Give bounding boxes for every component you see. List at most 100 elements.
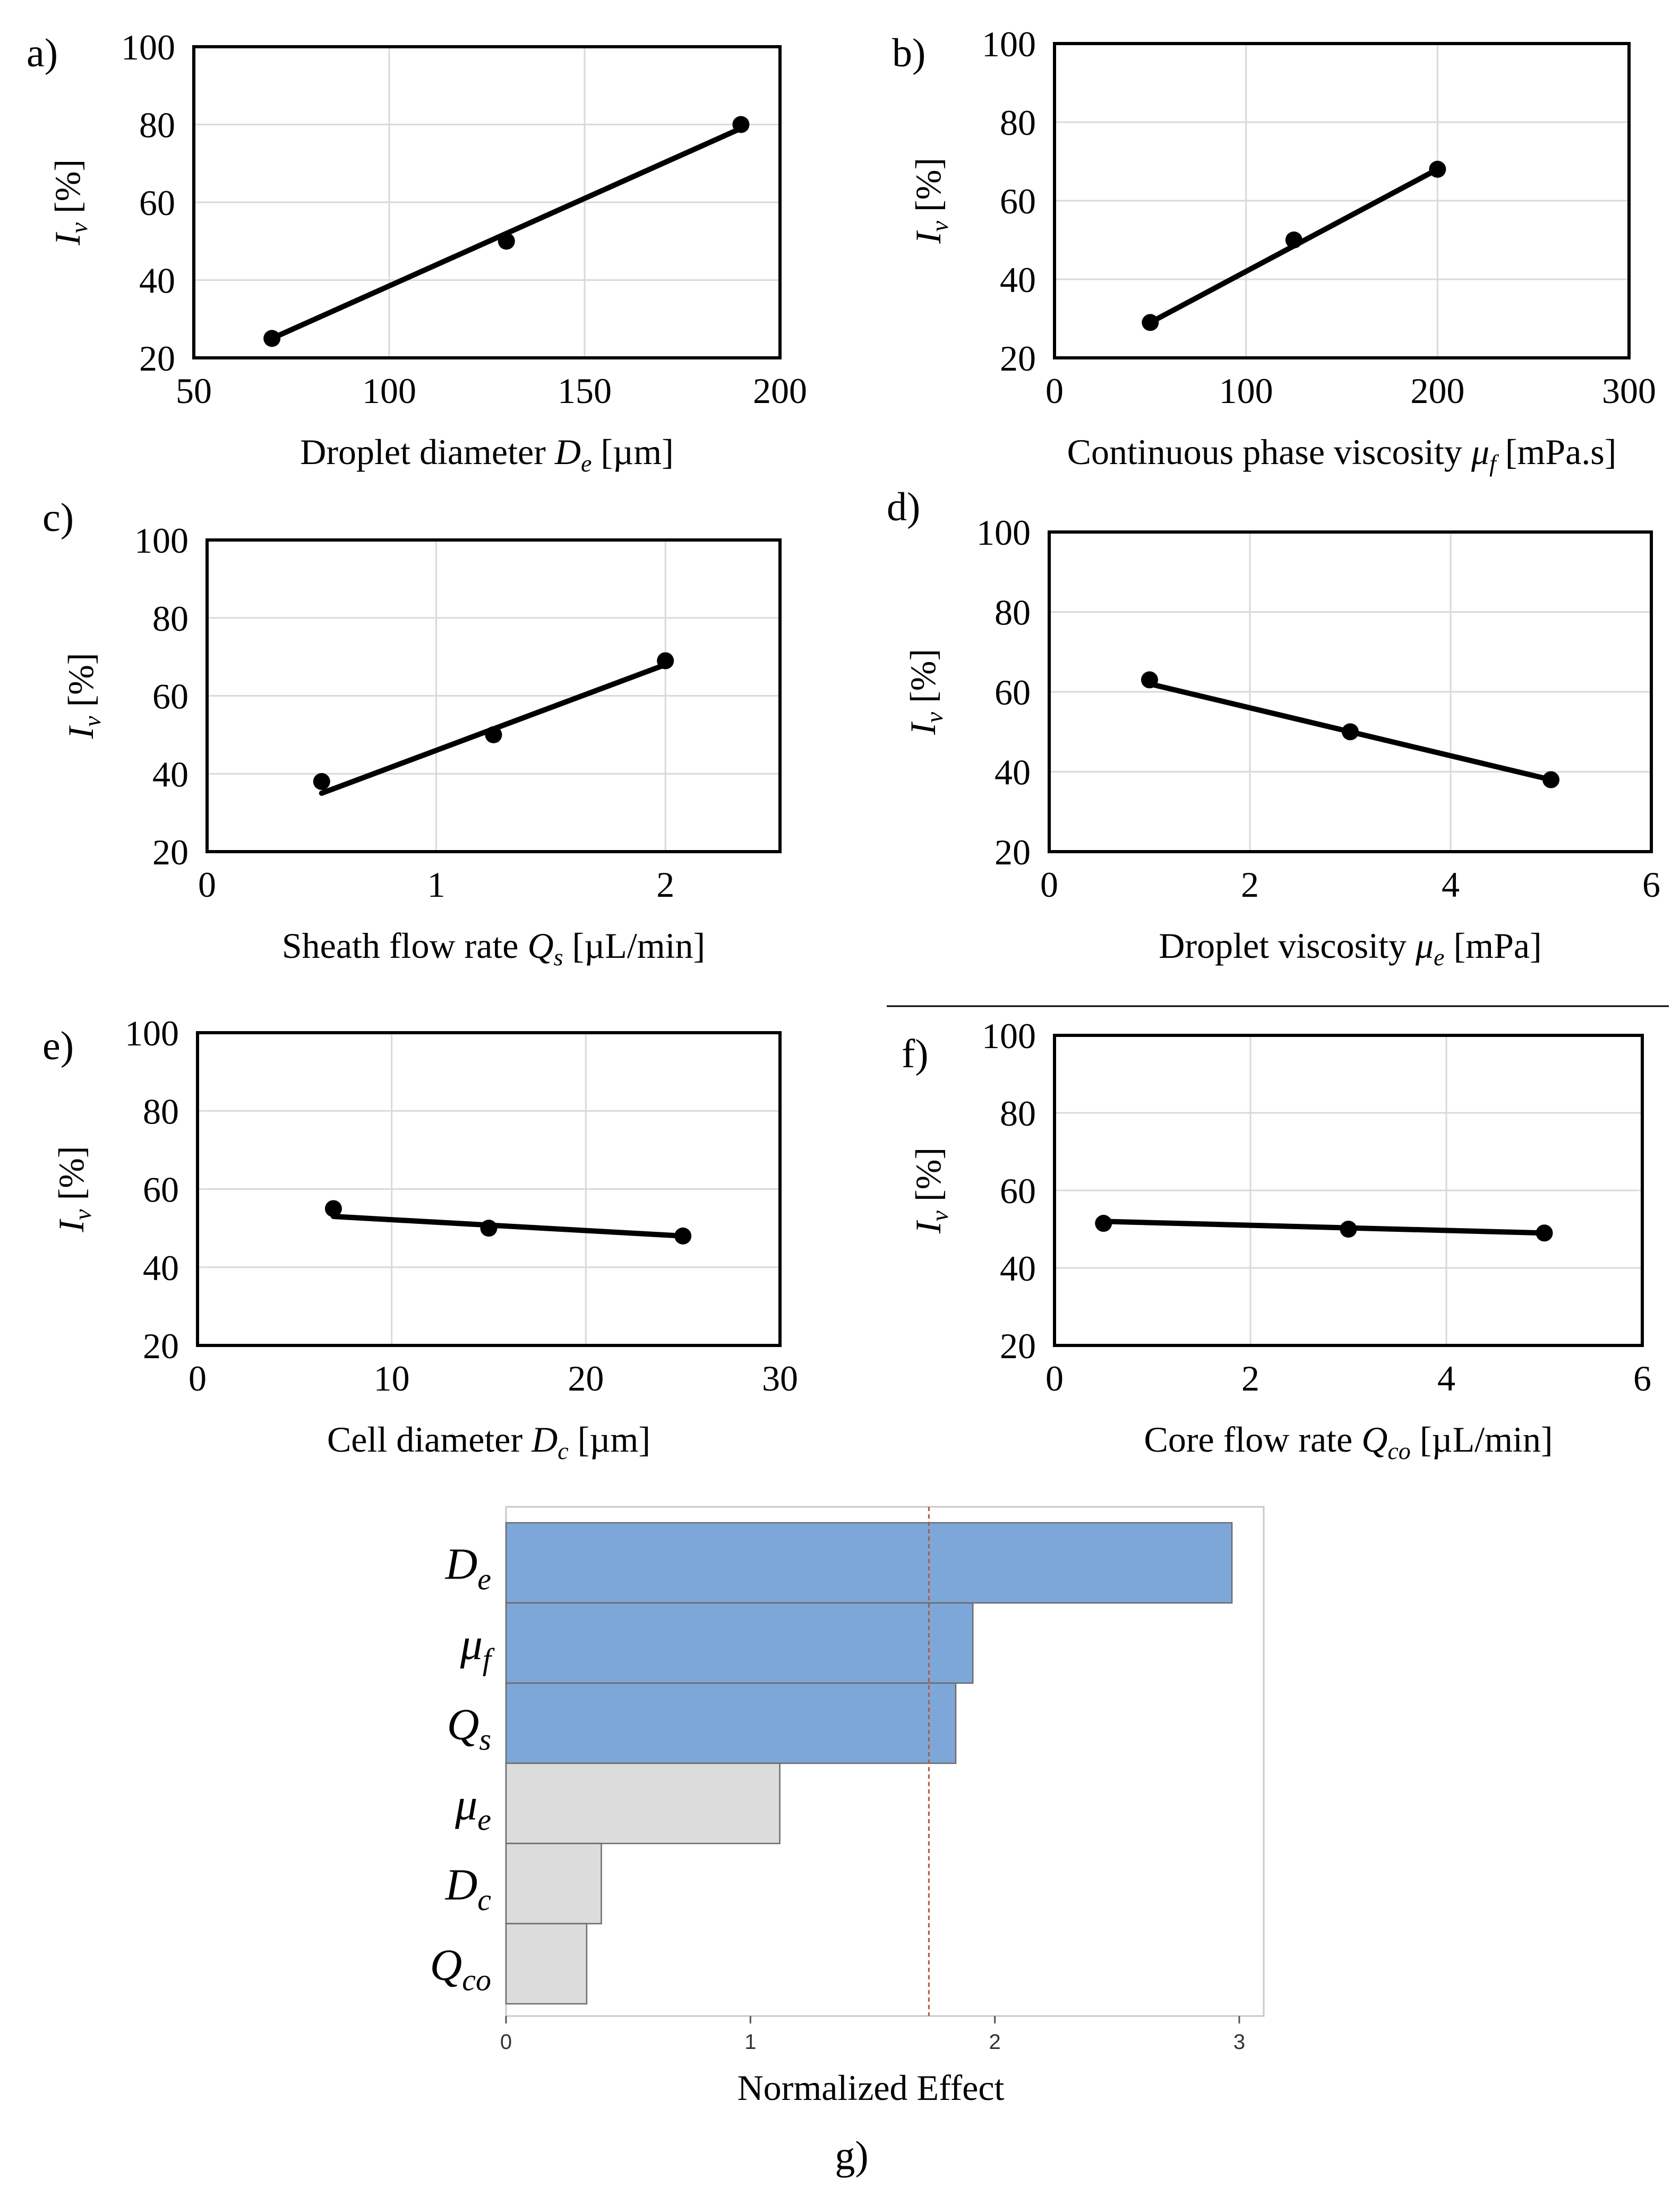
y-tick-label: 100 [982, 24, 1036, 64]
y-tick-label: 20 [1000, 1326, 1036, 1366]
x-tick-label: 1 [744, 2030, 756, 2054]
data-point [674, 1227, 692, 1245]
y-tick-label: 20 [1000, 338, 1036, 379]
x-axis-label: Droplet viscosity μe [mPa] [1159, 925, 1541, 971]
trend-line [1101, 1219, 1547, 1236]
y-tick-label: 20 [995, 832, 1031, 872]
y-tick-label: 60 [1000, 1171, 1036, 1211]
category-label: μe [455, 1780, 491, 1837]
panel-label: g) [835, 2133, 868, 2178]
data-point [732, 116, 750, 133]
y-axis-label: Iv [%] [51, 1146, 96, 1232]
x-tick-label: 3 [1233, 2030, 1245, 2054]
trend-line [330, 1214, 686, 1239]
y-tick-label: 100 [125, 1013, 179, 1053]
data-point [1542, 771, 1559, 788]
bar [505, 1842, 602, 1925]
y-tick-label: 80 [1000, 102, 1036, 143]
x-tick-label: 100 [362, 371, 416, 411]
plot-frame [1053, 42, 1631, 359]
data-point [1141, 671, 1158, 689]
y-tick-label: 40 [995, 752, 1031, 793]
data-point [1095, 1215, 1112, 1232]
x-tick-label: 150 [558, 371, 612, 411]
x-axis-label: Droplet diameter De [µm] [300, 432, 674, 477]
x-axis-label: Core flow rate Qco [µL/min] [1144, 1419, 1553, 1464]
chart-f: 0 2 4 6 20 40 60 80 100 f) Core flow rate Qco [µL/… [902, 1016, 1651, 1464]
x-tick-label: 2 [989, 2030, 1001, 2054]
y-tick-label: 40 [143, 1248, 179, 1288]
data-point [480, 1220, 498, 1237]
y-axis-label: Iv [%] [908, 158, 953, 244]
x-tick-label: 0 [1045, 1358, 1064, 1399]
data-point [657, 652, 674, 670]
chart-c: 0 1 2 20 40 60 80 100 c) Sheath flow rate Qs [µL/… [42, 495, 782, 971]
chart-g: De μf Qs μe Dc Qco 0 1 2 3 Normalized Effect g) [430, 1506, 1265, 2178]
x-tick-label: 1 [427, 864, 445, 905]
category-label: Qco [430, 1941, 491, 1997]
category-label: μf [460, 1620, 495, 1677]
x-axis-label: Cell diameter Dc [µm] [327, 1419, 650, 1464]
y-axis-label: Iv [%] [47, 159, 92, 246]
data-point [1285, 231, 1302, 248]
chart-e: 0 10 20 30 20 40 60 80 100 e) Cell diameter Dc [µm… [42, 1013, 798, 1464]
panel-label: f) [902, 1032, 929, 1076]
plot-frame [1053, 1034, 1644, 1347]
x-tick-label: 0 [500, 2030, 512, 2054]
x-tick-label: 50 [176, 371, 212, 411]
y-tick-label: 20 [139, 338, 175, 379]
bar [505, 1522, 1233, 1604]
x-tick-label: 2 [1241, 864, 1259, 905]
x-tick-label: 100 [1219, 371, 1273, 411]
y-tick-label: 60 [139, 183, 175, 223]
data-point [485, 726, 502, 743]
panel-label: b) [892, 31, 925, 75]
data-point [1429, 160, 1446, 178]
bar [505, 1923, 588, 2005]
y-tick-label: 40 [1000, 1248, 1036, 1289]
plot-frame [196, 1031, 782, 1347]
x-tick-label: 200 [1410, 371, 1464, 411]
y-axis-label: Iv [%] [61, 653, 106, 739]
y-tick-label: 80 [152, 598, 188, 639]
x-axis-label: Normalized Effect [738, 2068, 1005, 2108]
x-tick-label: 10 [374, 1358, 410, 1399]
bar [505, 1682, 957, 1764]
x-tick-label: 4 [1442, 864, 1460, 905]
y-tick-label: 60 [143, 1170, 179, 1210]
panel-label: e) [42, 1024, 74, 1068]
category-label: Qs [447, 1700, 491, 1757]
y-tick-label: 40 [1000, 260, 1036, 300]
y-tick-label: 60 [1000, 181, 1036, 221]
y-tick-label: 100 [134, 520, 188, 561]
y-tick-label: 80 [995, 593, 1031, 633]
y-tick-label: 80 [143, 1091, 179, 1131]
x-tick-label: 0 [198, 864, 216, 905]
x-tick-label: 30 [762, 1358, 798, 1399]
x-axis-label: Sheath flow rate Qs [µL/min] [282, 925, 705, 971]
chart-d: 0 2 4 6 20 40 60 80 100 d) Droplet viscosity μe [m… [887, 485, 1660, 971]
panel-label: d) [887, 485, 920, 529]
plot-frame [205, 538, 782, 853]
y-tick-label: 60 [995, 672, 1031, 713]
x-tick-label: 0 [1045, 371, 1064, 411]
x-tick-label: 0 [1040, 864, 1058, 905]
plot-frame [192, 45, 782, 359]
data-point [313, 773, 330, 790]
y-tick-label: 40 [139, 261, 175, 301]
x-axis-label: Continuous phase viscosity μf [mPa.s] [1067, 432, 1617, 477]
x-tick-label: 2 [1241, 1358, 1259, 1399]
plot-frame [1048, 530, 1653, 853]
x-tick-label: 200 [753, 371, 807, 411]
y-axis-label: Iv [%] [908, 1147, 953, 1234]
y-tick-label: 40 [152, 754, 188, 794]
data-point [1536, 1224, 1553, 1242]
data-point [263, 330, 281, 347]
y-tick-label: 80 [1000, 1093, 1036, 1134]
x-tick-label: 300 [1602, 371, 1656, 411]
panel-label: c) [42, 495, 74, 540]
data-point [1340, 1221, 1357, 1238]
data-point [324, 1200, 342, 1217]
y-tick-label: 100 [121, 27, 175, 67]
